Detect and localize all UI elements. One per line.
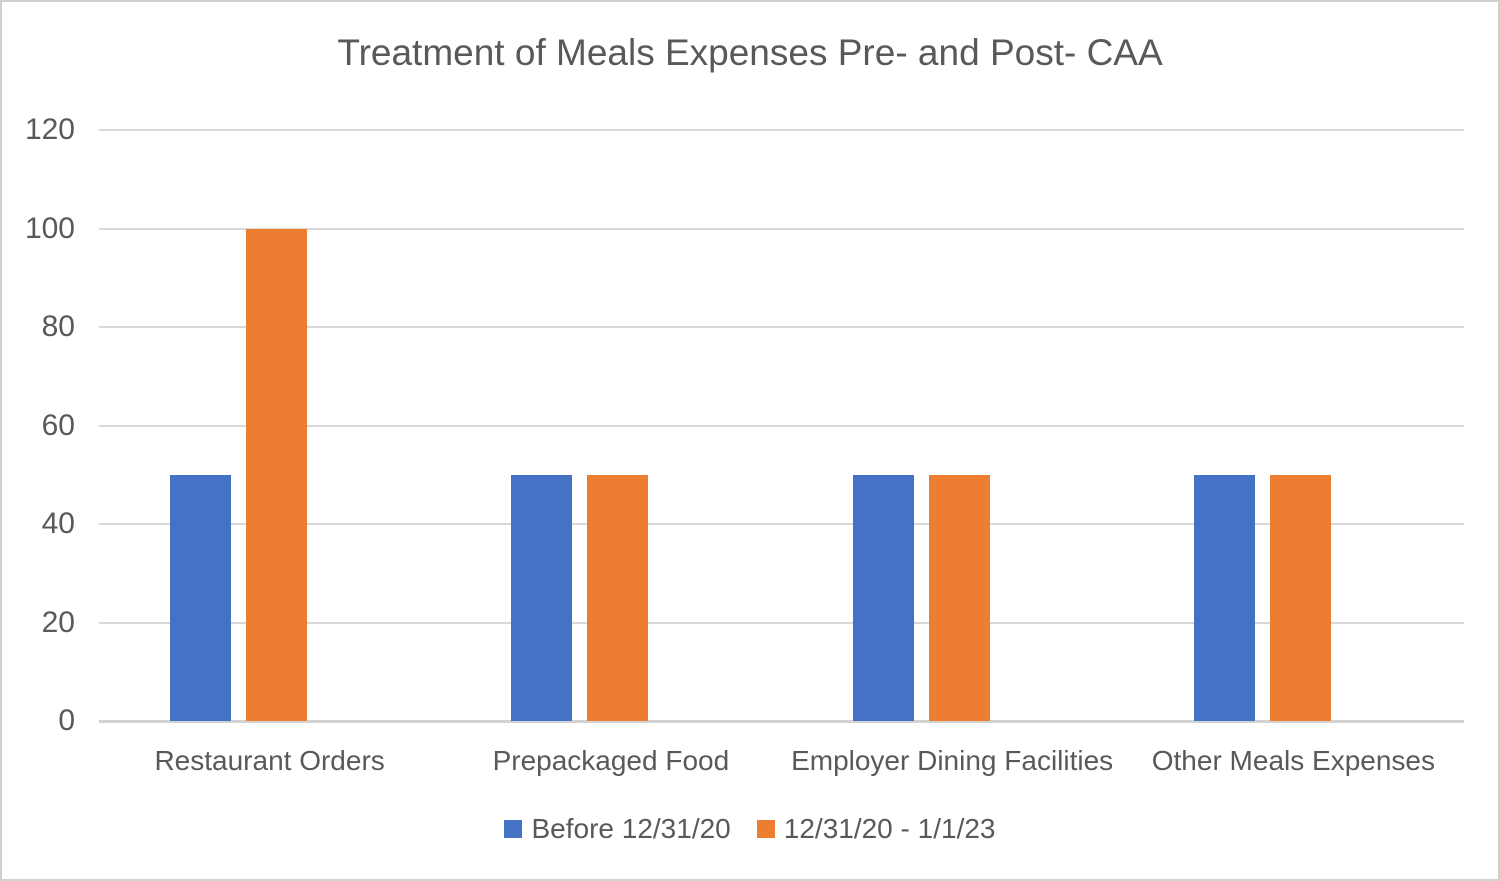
gridline xyxy=(99,326,1464,328)
y-axis-tick-label: 100 xyxy=(24,211,75,245)
gridline xyxy=(99,129,1464,131)
gridline xyxy=(99,227,1464,230)
bar-before-12-31-20 xyxy=(511,474,573,721)
y-axis-tick-label: 60 xyxy=(41,408,75,442)
x-axis-category-label: Employer Dining Facilities xyxy=(791,745,1114,776)
x-axis-category-label: Prepackaged Food xyxy=(492,745,730,776)
gridline xyxy=(99,621,1464,624)
chart-title: Treatment of Meals Expenses Pre- and Pos… xyxy=(337,32,1163,73)
y-axis-tick-label: 20 xyxy=(41,605,75,639)
legend-item: 12/31/20 - 1/1/23 xyxy=(756,812,996,846)
bar-before-12-31-20 xyxy=(1193,474,1255,721)
x-axis-line xyxy=(99,720,1464,723)
bar-before-12-31-20 xyxy=(170,474,232,721)
gridline xyxy=(99,424,1464,427)
legend-swatch-icon xyxy=(756,820,775,838)
legend-item: Before 12/31/20 xyxy=(504,812,731,846)
bar-before-12-31-20 xyxy=(852,474,914,721)
y-axis-tick-label: 40 xyxy=(41,507,75,540)
x-axis-category-label: Restaurant Orders xyxy=(154,745,385,776)
bar-12-31-20-1-1-23 xyxy=(1269,474,1331,721)
gridline xyxy=(99,523,1464,525)
y-axis-tick-label: 80 xyxy=(41,310,75,343)
legend-label: Before 12/31/20 xyxy=(531,813,731,844)
legend-label: 12/31/20 - 1/1/23 xyxy=(783,813,996,844)
legend-swatch-icon xyxy=(504,820,523,838)
y-axis-tick-label: 120 xyxy=(24,113,75,146)
legend: Before 12/31/20 12/31/20 - 1/1/23 xyxy=(2,812,1498,846)
bar-12-31-20-1-1-23 xyxy=(246,228,308,721)
x-axis-category-label: Other Meals Expenses xyxy=(1151,745,1435,776)
bar-12-31-20-1-1-23 xyxy=(928,474,990,721)
y-axis-tick-label: 0 xyxy=(58,704,75,737)
bar-12-31-20-1-1-23 xyxy=(587,474,649,721)
